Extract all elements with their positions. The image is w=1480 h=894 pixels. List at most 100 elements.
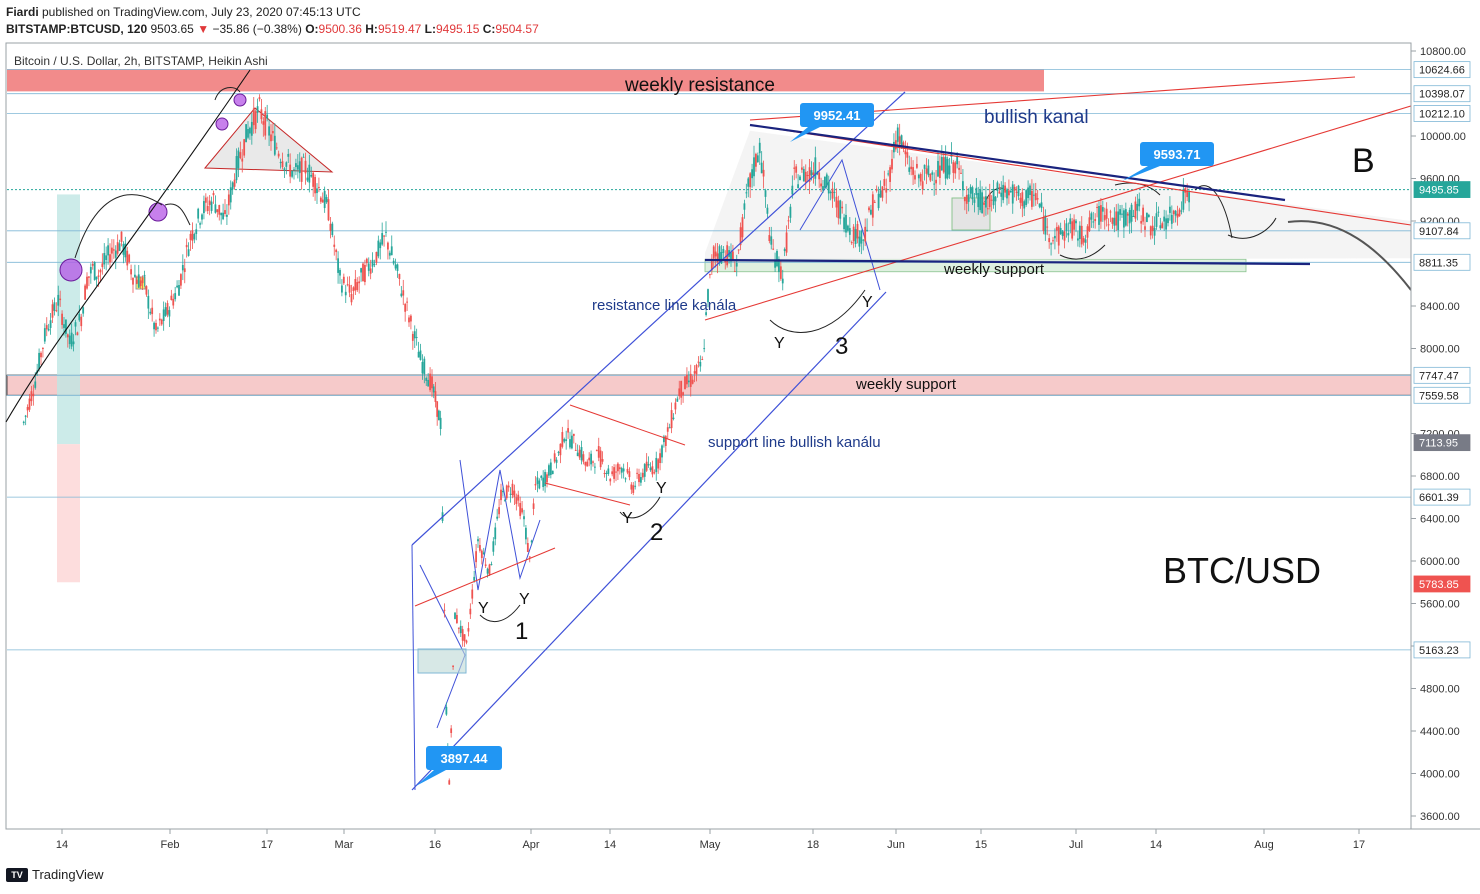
candle: [827, 181, 830, 194]
candle: [484, 564, 487, 566]
candle: [473, 576, 476, 581]
price-label-2: 10212.10: [1419, 108, 1465, 120]
candle: [689, 373, 692, 387]
candle: [881, 186, 884, 198]
candle: [287, 153, 290, 157]
candle: [339, 269, 341, 276]
candle: [195, 229, 198, 235]
candle: [847, 225, 849, 231]
y-label-2: Y: [622, 510, 633, 527]
price-label-bg-9: [1413, 488, 1471, 506]
candle: [753, 157, 755, 177]
candle: [1025, 190, 1028, 205]
candle: [1109, 211, 1112, 213]
callout-high-pointer: [790, 127, 820, 142]
candle: [783, 249, 786, 251]
candle: [917, 174, 920, 179]
candle: [636, 472, 638, 474]
candle: [375, 251, 378, 263]
candle: [979, 189, 982, 211]
candle: [158, 318, 161, 321]
candle: [1075, 220, 1077, 224]
candle: [465, 640, 468, 643]
candle: [615, 471, 617, 473]
red-rising-line: [704, 84, 1480, 321]
candle: [739, 227, 742, 246]
close-label: C:: [482, 22, 496, 36]
candle: [906, 152, 909, 158]
candle: [1042, 217, 1045, 231]
candle: [868, 207, 870, 211]
candle: [1161, 223, 1164, 229]
candle: [486, 568, 489, 574]
candle: [193, 234, 196, 240]
candle: [649, 467, 652, 471]
candle: [977, 192, 980, 208]
candle: [443, 609, 446, 611]
weekly-resistance-zone: [7, 69, 1044, 92]
candle: [24, 415, 27, 417]
candle: [112, 249, 115, 251]
candle: [502, 491, 504, 493]
candle: [277, 153, 280, 157]
candle: [105, 255, 108, 261]
candle: [747, 178, 750, 187]
footer-brand[interactable]: TradingView: [32, 867, 104, 882]
candle: [141, 277, 144, 284]
candle: [490, 563, 493, 566]
candle: [958, 167, 960, 170]
time-axis[interactable]: 14 Feb 17 Mar 16 Apr 14 May 18 Jun 15 Jul 14 Aug 17: [6, 828, 1480, 851]
candle: [1027, 187, 1029, 199]
candle: [536, 477, 539, 484]
candle: [245, 124, 247, 143]
candle: [877, 193, 880, 209]
symbol: BITSTAMP:BTCUSD, 120: [6, 22, 148, 36]
candle: [379, 242, 382, 249]
candle: [513, 490, 516, 498]
y-tick-label: 6400.00: [1420, 514, 1460, 526]
price-label-5: 8811.35: [1419, 257, 1458, 269]
candle: [170, 295, 173, 301]
candle: [778, 258, 780, 273]
candle: [463, 634, 466, 642]
candle: [218, 205, 221, 215]
candle: [471, 589, 474, 599]
candle: [647, 463, 650, 466]
candle: [325, 197, 328, 203]
candle: [1169, 206, 1171, 213]
candle: [852, 226, 855, 242]
btc-usd-label: BTC/USD: [1163, 550, 1321, 591]
candle: [519, 503, 522, 516]
candle: [1077, 238, 1079, 241]
candle: [760, 162, 763, 174]
candle: [523, 516, 525, 520]
price-chart[interactable]: weekly resistance bullish kanal weekly sup…: [0, 0, 1480, 862]
candle: [860, 231, 863, 244]
candle: [270, 134, 272, 142]
candle: [785, 232, 788, 253]
candle: [1155, 213, 1158, 227]
candle: [316, 188, 318, 194]
candle: [68, 335, 71, 345]
candle: [666, 427, 669, 432]
candle: [714, 251, 717, 257]
candle: [116, 242, 119, 254]
author-name[interactable]: Fiardi: [6, 5, 39, 19]
candle: [870, 209, 872, 215]
candle: [900, 135, 903, 147]
channel-left-line: [411, 544, 416, 791]
candle: [605, 472, 608, 474]
open-value: 9500.36: [318, 22, 362, 36]
curved-arrow-3: [1059, 244, 1106, 260]
candle: [720, 252, 723, 264]
candle: [199, 223, 201, 225]
candle: [373, 263, 376, 265]
candle: [779, 266, 782, 279]
target-band-up: [57, 194, 80, 445]
candle: [40, 352, 42, 358]
candle: [479, 545, 481, 551]
candle: [160, 319, 163, 325]
candle: [822, 186, 824, 191]
candle: [845, 214, 847, 233]
candle: [1038, 203, 1041, 207]
